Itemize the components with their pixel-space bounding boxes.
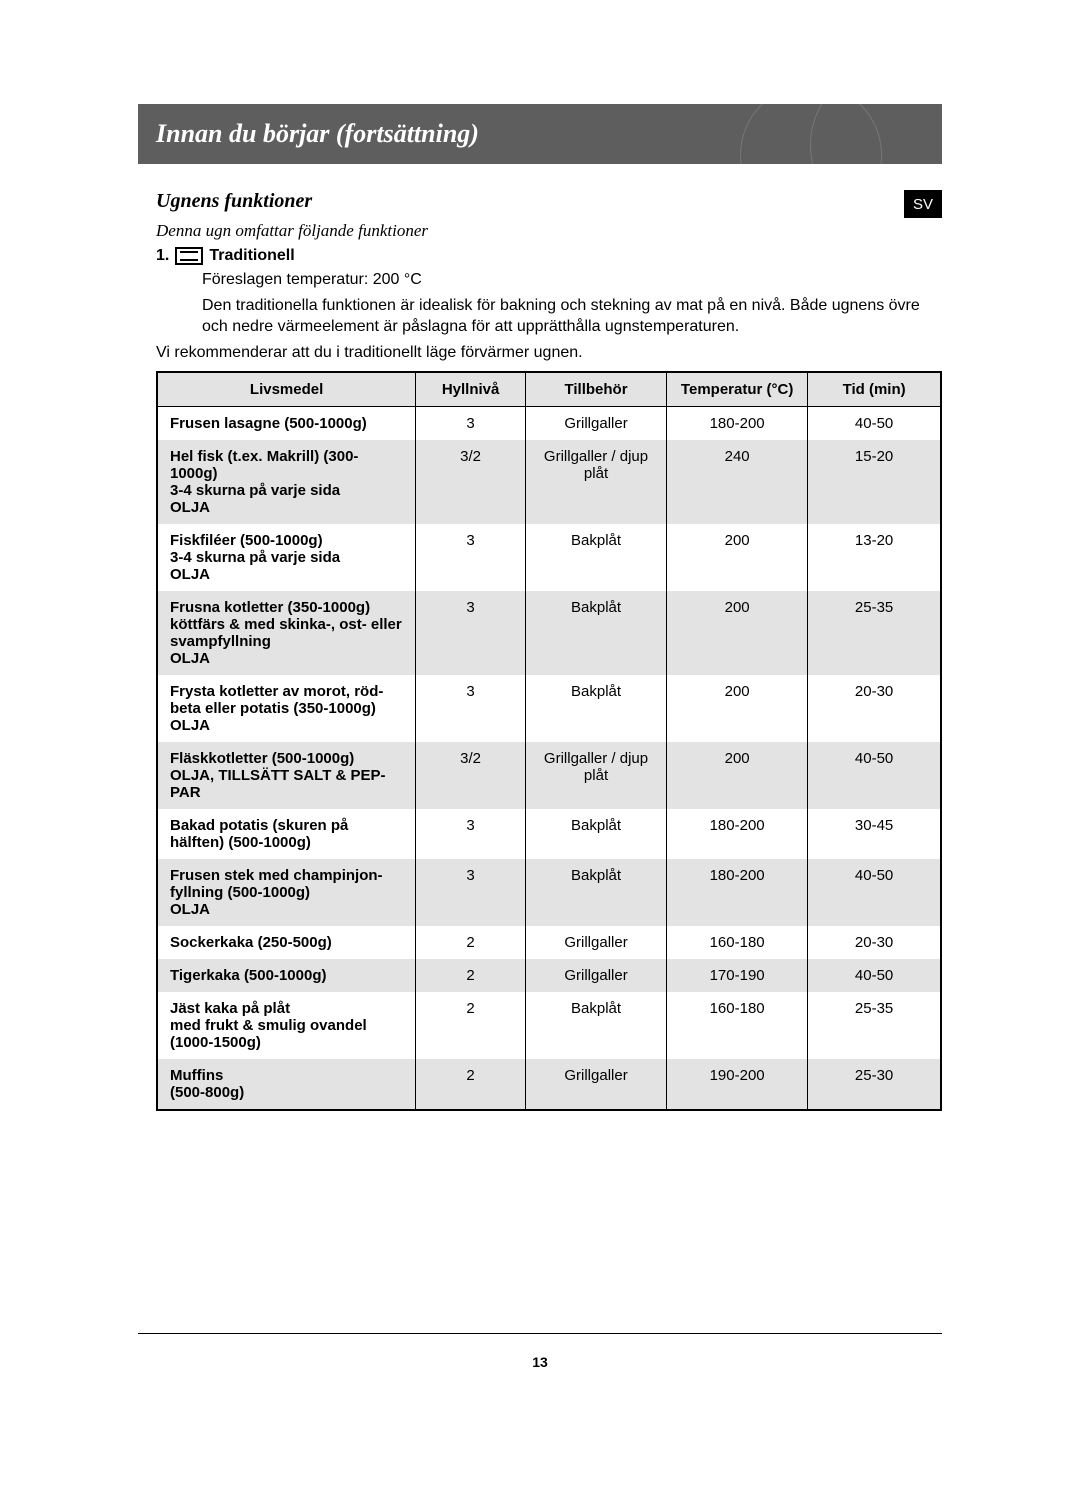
col-shelf: Hyllnivå [416, 372, 526, 407]
table-row: Frysta kotletter av morot, röd-beta elle… [157, 675, 941, 742]
cell-time: 30-45 [808, 809, 941, 859]
cell-temp: 170-190 [667, 959, 808, 992]
cell-acc: Grillgaller / djup plåt [525, 440, 666, 524]
cell-shelf: 3/2 [416, 742, 526, 809]
table-row: Bakad potatis (skuren på hälften) (500-1… [157, 809, 941, 859]
cell-shelf: 2 [416, 1059, 526, 1110]
cell-time: 40-50 [808, 407, 941, 441]
table-row: Hel fisk (t.ex. Makrill) (300-1000g)3-4 … [157, 440, 941, 524]
cell-acc: Bakplåt [525, 591, 666, 675]
cell-shelf: 3 [416, 407, 526, 441]
cell-shelf: 2 [416, 959, 526, 992]
cell-temp: 200 [667, 675, 808, 742]
cell-temp: 200 [667, 524, 808, 591]
cell-acc: Bakplåt [525, 524, 666, 591]
cell-time: 25-35 [808, 992, 941, 1059]
footer-rule [138, 1333, 942, 1334]
cell-food: Frusna kotletter (350-1000g) köttfärs & … [157, 591, 416, 675]
cell-temp: 240 [667, 440, 808, 524]
cell-food: Frusen stek med champinjon-fyllning (500… [157, 859, 416, 926]
cell-time: 40-50 [808, 959, 941, 992]
cell-acc: Grillgaller / djup plåt [525, 742, 666, 809]
cell-acc: Bakplåt [525, 809, 666, 859]
cell-time: 40-50 [808, 742, 941, 809]
cell-time: 20-30 [808, 926, 941, 959]
cell-time: 40-50 [808, 859, 941, 926]
cell-shelf: 3 [416, 524, 526, 591]
cell-time: 15-20 [808, 440, 941, 524]
cell-shelf: 3 [416, 809, 526, 859]
cell-shelf: 3/2 [416, 440, 526, 524]
cell-acc: Grillgaller [525, 1059, 666, 1110]
cell-temp: 200 [667, 742, 808, 809]
table-row: Fiskfiléer (500-1000g)3-4 skurna på varj… [157, 524, 941, 591]
cell-temp: 190-200 [667, 1059, 808, 1110]
page-number: 13 [0, 1354, 1080, 1370]
cell-food: Bakad potatis (skuren på hälften) (500-1… [157, 809, 416, 859]
cell-temp: 180-200 [667, 407, 808, 441]
cell-acc: Bakplåt [525, 675, 666, 742]
cell-shelf: 2 [416, 992, 526, 1059]
section-subtitle: Denna ugn omfattar följande funktioner [156, 221, 942, 241]
cell-acc: Bakplåt [525, 992, 666, 1059]
function-name: Traditionell [209, 247, 294, 265]
cell-shelf: 3 [416, 859, 526, 926]
cell-food: Fiskfiléer (500-1000g)3-4 skurna på varj… [157, 524, 416, 591]
cell-shelf: 3 [416, 675, 526, 742]
col-accessory: Tillbehör [525, 372, 666, 407]
table-header-row: Livsmedel Hyllnivå Tillbehör Temperatur … [157, 372, 941, 407]
section-heading: Ugnens funktioner [156, 190, 942, 213]
table-row: Frusna kotletter (350-1000g) köttfärs & … [157, 591, 941, 675]
suggested-temperature: Föreslagen temperatur: 200 °C [202, 269, 942, 291]
table-row: Fläskkotletter (500-1000g)OLJA, TILLSÄTT… [157, 742, 941, 809]
table-row: Sockerkaka (250-500g)2Grillgaller160-180… [157, 926, 941, 959]
cell-temp: 160-180 [667, 926, 808, 959]
cell-acc: Grillgaller [525, 959, 666, 992]
cell-temp: 180-200 [667, 859, 808, 926]
cell-time: 20-30 [808, 675, 941, 742]
table-row: Frusen stek med champinjon-fyllning (500… [157, 859, 941, 926]
col-time: Tid (min) [808, 372, 941, 407]
cell-food: Sockerkaka (250-500g) [157, 926, 416, 959]
function-line: 1. Traditionell [156, 247, 942, 265]
cell-acc: Grillgaller [525, 407, 666, 441]
page-header-band: Innan du börjar (fortsättning) [138, 104, 942, 164]
col-temperature: Temperatur (°C) [667, 372, 808, 407]
function-description: Den traditionella funktionen är idealisk… [202, 295, 942, 338]
function-number: 1. [156, 247, 169, 265]
content-area: Ugnens funktioner Denna ugn omfattar föl… [156, 190, 942, 1111]
cell-acc: Grillgaller [525, 926, 666, 959]
cell-shelf: 3 [416, 591, 526, 675]
cell-time: 13-20 [808, 524, 941, 591]
cell-food: Fläskkotletter (500-1000g)OLJA, TILLSÄTT… [157, 742, 416, 809]
cell-temp: 200 [667, 591, 808, 675]
table-row: Jäst kaka på plåtmed frukt & smulig ovan… [157, 992, 941, 1059]
cell-temp: 180-200 [667, 809, 808, 859]
cell-food: Frysta kotletter av morot, röd-beta elle… [157, 675, 416, 742]
cell-food: Hel fisk (t.ex. Makrill) (300-1000g)3-4 … [157, 440, 416, 524]
cell-food: Frusen lasagne (500-1000g) [157, 407, 416, 441]
page-title: Innan du börjar (fortsättning) [156, 119, 479, 149]
cell-time: 25-35 [808, 591, 941, 675]
table-row: Frusen lasagne (500-1000g)3Grillgaller18… [157, 407, 941, 441]
recommendation-text: Vi rekommenderar att du i traditionellt … [156, 342, 942, 364]
col-food: Livsmedel [157, 372, 416, 407]
cell-acc: Bakplåt [525, 859, 666, 926]
cell-temp: 160-180 [667, 992, 808, 1059]
cell-time: 25-30 [808, 1059, 941, 1110]
cell-shelf: 2 [416, 926, 526, 959]
cooking-table: Livsmedel Hyllnivå Tillbehör Temperatur … [156, 371, 942, 1111]
cell-food: Muffins(500-800g) [157, 1059, 416, 1110]
cell-food: Jäst kaka på plåtmed frukt & smulig ovan… [157, 992, 416, 1059]
cell-food: Tigerkaka (500-1000g) [157, 959, 416, 992]
table-row: Tigerkaka (500-1000g)2Grillgaller170-190… [157, 959, 941, 992]
table-row: Muffins(500-800g)2Grillgaller190-20025-3… [157, 1059, 941, 1110]
traditional-oven-icon [175, 247, 203, 265]
